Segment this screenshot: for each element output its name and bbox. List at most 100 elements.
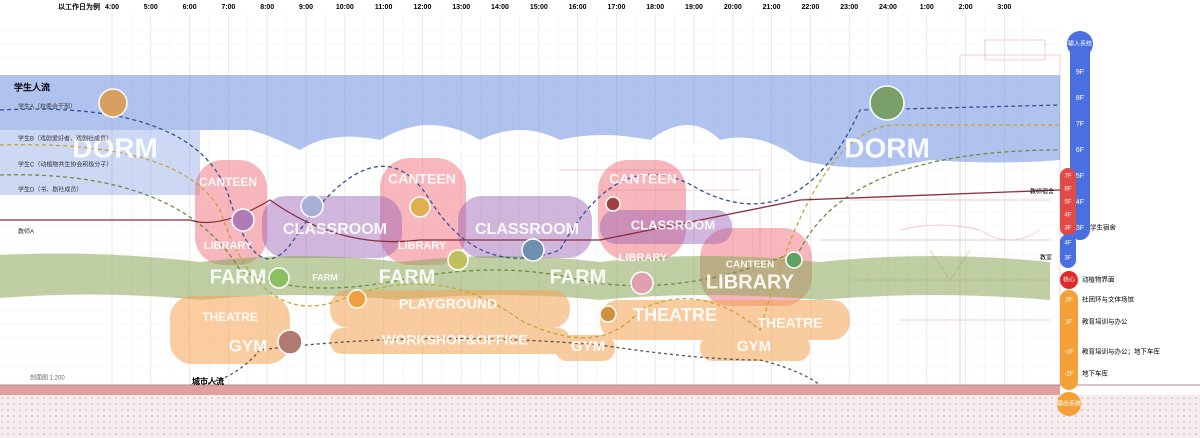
input-node [1067,31,1093,57]
ground [0,385,1060,395]
zone-label: CANTEEN [726,260,774,271]
zone-label: LIBRARY [398,240,447,252]
zone-label: LIBRARY [204,240,253,252]
output-node [1057,392,1081,416]
students-title: 学生人流 [14,81,50,92]
student-dorm-label: 学生宿舍 [1090,223,1117,232]
zone-label: THEATRE [757,315,822,331]
level-label: 教育培训与办公；地下车库 [1082,347,1161,356]
hour-label: 21:00 [763,4,781,11]
hour-label: 24:00 [879,4,897,11]
zone-label: DORM [844,132,930,163]
student-label: 学生A（校委会干部） [18,103,76,111]
zone-label: GYM [571,338,605,355]
zone-label: CANTEEN [199,175,257,189]
zone-label: DORM [72,132,158,163]
floor: 1F [1065,319,1073,326]
student-label: 学生C（动植物共生协会积极分子） [18,161,112,169]
student-label: 学生D（书、剧社成员） [18,186,82,194]
hour-label: 23:00 [840,4,858,11]
hour-label: 11:00 [375,4,393,11]
core-node [1060,271,1078,289]
floor: 9F [1076,69,1084,76]
zone-label: WORKSHOP&OFFICE [382,332,527,348]
hour-label: 8:00 [260,4,274,11]
floor: 7F [1076,121,1084,128]
teacher-label: 教师A [18,228,34,236]
hour-label: 2:00 [959,4,973,11]
floor: 5F [1076,173,1084,180]
level-label: 地下车库 [1082,369,1109,378]
hour-label: 14:00 [491,4,509,11]
zone-label: FARM [379,266,436,288]
floor: 2F [1065,297,1073,304]
floor: -2F [1064,371,1074,378]
hour-label: 20:00 [724,4,742,11]
hour-label: 16:00 [569,4,587,11]
hour-label: 6:00 [183,4,197,11]
floor: -1F [1064,349,1074,356]
city-flow-label: 城市人流 [192,376,224,386]
hour-label: 9:00 [299,4,313,11]
hour-label: 5:00 [144,4,158,11]
zone-label: GYM [229,336,268,355]
hour-label: 3:00 [997,4,1011,11]
hour-label: 7:00 [221,4,235,11]
core-label: 核心 [1063,276,1075,284]
zone-label: CLASSROOM [475,221,579,238]
hour-label: 1:00 [920,4,934,11]
hour-label: 13:00 [452,4,470,11]
hour-label: 12:00 [413,4,431,11]
zone-label: DORM [435,141,475,156]
activity-zone [170,290,850,364]
zone-label: FARM [210,266,267,288]
classroom-bar [1060,234,1076,268]
zone-label: CANTEEN [388,171,456,187]
floor: 4F [1064,241,1071,247]
zone-label: DORM [692,141,732,156]
zone-label: FARM [312,272,338,282]
student-label: 学生B（戏剧爱好者、戏剧社成员） [18,135,112,143]
level-label: 社团环与文体场馆 [1082,295,1135,304]
hour-label: 15:00 [530,4,548,11]
hour-label: 22:00 [801,4,819,11]
zone-label: CLASSROOM [631,217,716,232]
hour-label: 4:00 [105,4,119,11]
zone-label: CANTEEN [609,171,677,187]
floor: 6F [1064,187,1071,193]
floor: 6F [1076,147,1084,154]
service-bar [1060,290,1078,390]
hour-label: 17:00 [607,4,625,11]
scale-label: 剖面图 1:200 [30,374,65,382]
header-note: 以工作日为例 [58,2,100,11]
activity-icons [98,85,905,355]
floor: 4F [1076,199,1084,206]
hour-label: 18:00 [646,4,664,11]
output-label: 输出系统 [1057,400,1081,408]
zone-label: THEATRE [633,305,717,325]
zone-label: LIBRARY [619,252,668,264]
zone-label: THEATRE [202,310,258,324]
input-label: 输入系统 [1068,40,1092,48]
hour-label: 10:00 [336,4,354,11]
zone-label: FARM [550,266,607,288]
hour-label: 19:00 [685,4,703,11]
earth [0,395,1200,438]
dorm-zone [0,75,1060,168]
floor: 3F [1064,226,1071,232]
level-label: 教育培训与办公 [1082,317,1128,326]
zone-label: LIBRARY [706,271,795,293]
interface-label: 动植物界面 [1082,275,1115,284]
floor: 4F [1064,213,1071,219]
flow-lines [0,104,1061,386]
floor: 5F [1064,200,1071,206]
classroom-label: 教室 [1040,254,1052,262]
floor: 3F [1064,256,1071,262]
floor: 8F [1076,95,1084,102]
teacher-bar [1060,168,1076,236]
floor: 7F [1064,174,1071,180]
zone-label: PLAYGROUND [399,296,497,312]
zone-label: CLASSROOM [283,221,387,238]
zone-label: GYM [737,338,771,355]
